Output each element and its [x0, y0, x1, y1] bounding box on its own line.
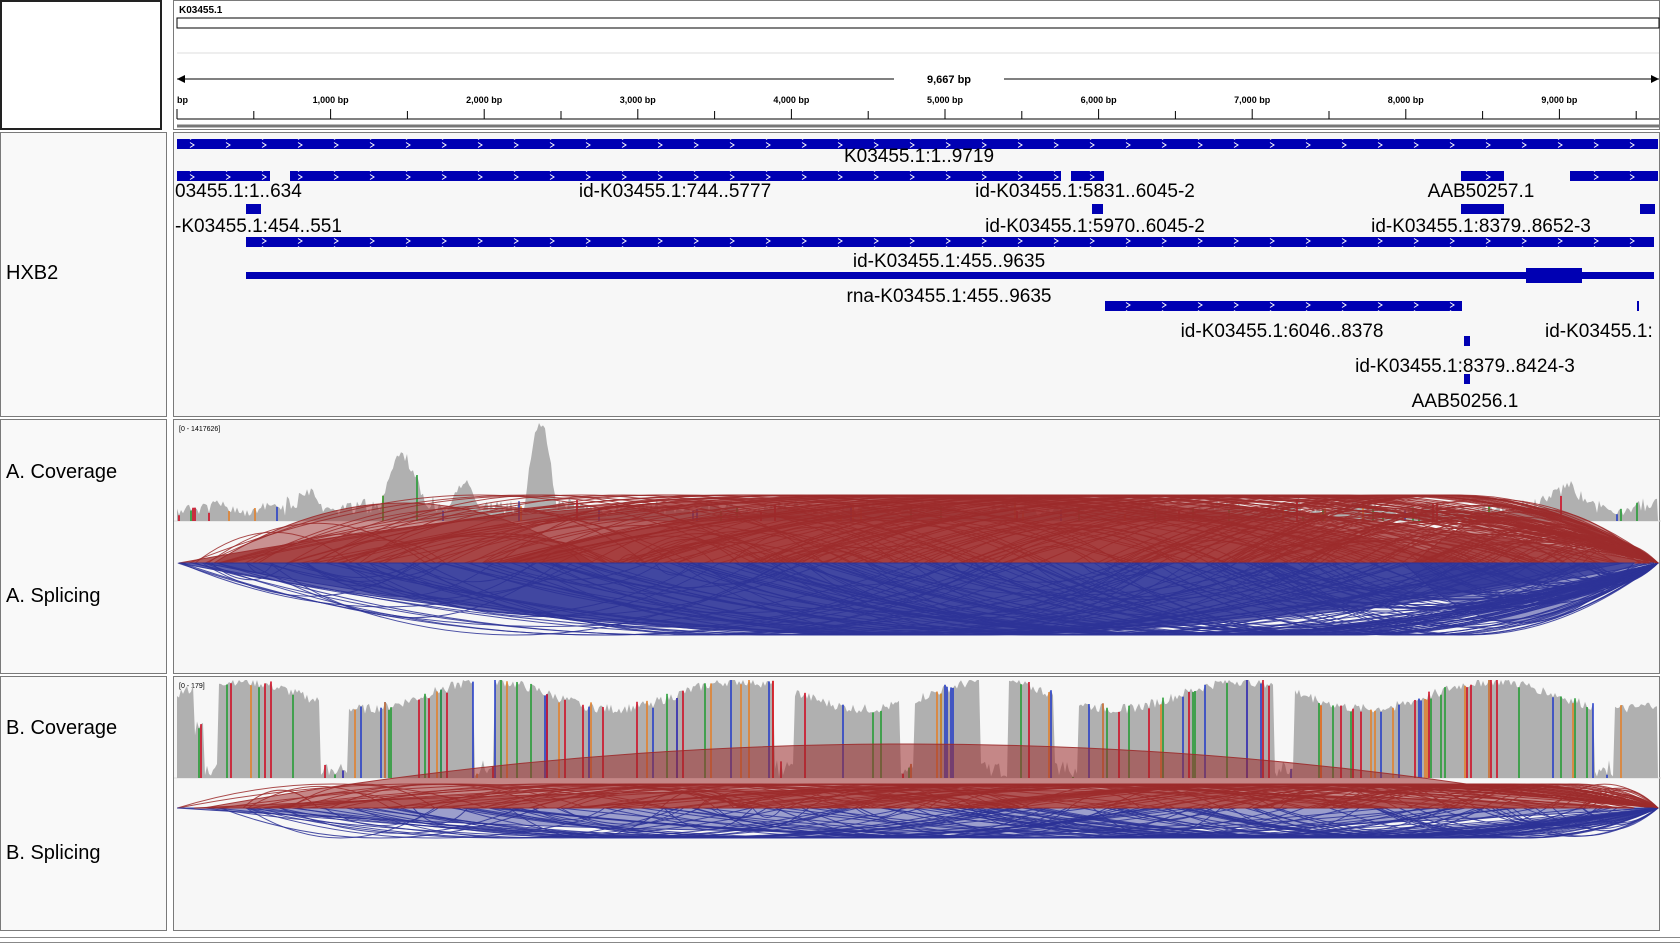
ruler-tick-label: 8,000 bp — [1388, 95, 1425, 105]
junction-arc-fill — [1412, 507, 1651, 564]
feature-label: id-K03455.1:8379..8424-3 — [1355, 356, 1575, 377]
sample-b-name-panel[interactable] — [0, 676, 167, 931]
junction-arc — [1123, 807, 1484, 839]
sample-a-panel[interactable]: [0 - 1417626] — [173, 419, 1661, 674]
feature-group — [177, 139, 1658, 384]
junction-arc — [1218, 807, 1659, 839]
strand-arrows — [1071, 171, 1104, 181]
feature-label: id-K03455.1:744..5777 — [579, 181, 771, 202]
feature-label: K03455.1:1..9719 — [844, 146, 994, 167]
junction-arc-fill — [493, 496, 1475, 564]
junction-arc-fill — [1402, 562, 1636, 624]
junction-arc — [1434, 807, 1659, 829]
ruler-tick-label: 5,000 bp — [927, 95, 964, 105]
strand-arrows — [1105, 301, 1462, 311]
feature-bar — [1092, 204, 1103, 214]
junction-arc — [353, 807, 908, 839]
feature-label: rna-K03455.1:455..9635 — [847, 286, 1052, 307]
annotation-panel[interactable]: K03455.1:1..9719 03455.1:1..634 id-K0345… — [173, 132, 1660, 417]
feature-label: AAB50256.1 — [1412, 391, 1519, 412]
feature-bar — [1461, 204, 1504, 214]
junction-arc — [246, 807, 627, 839]
feature-label: -K03455.1:454..551 — [175, 216, 342, 237]
feature-label: id-K03455.1:455..9635 — [853, 251, 1045, 272]
junction-arc — [508, 807, 665, 839]
feature-label: id-K03455.1:5831..6045-2 — [975, 181, 1195, 202]
track-name-a-coverage[interactable]: A. Coverage — [6, 461, 118, 483]
strand-arrows — [1461, 171, 1504, 181]
junction-arc-fill — [212, 502, 596, 564]
chromosome-name: K03455.1 — [179, 5, 223, 16]
strand-arrows — [1570, 171, 1658, 181]
junction-arc — [1415, 807, 1659, 836]
feature-label: id-K03455.1:5970..6045-2 — [985, 216, 1205, 237]
junction-arcs — [177, 494, 1659, 636]
bottom-divider — [0, 937, 1680, 943]
junction-arc — [246, 807, 752, 839]
sample-a-name-panel[interactable] — [0, 419, 167, 674]
junction-arc — [752, 807, 783, 818]
feature-label: id-K03455.1:6046..8378 — [1181, 321, 1384, 342]
junction-arc-fill — [176, 807, 1655, 833]
annotation-name-panel[interactable] — [0, 132, 167, 417]
strand-arrows — [177, 171, 270, 181]
ruler-tick-label: 3,000 bp — [620, 95, 657, 105]
data-range: [0 - 1417626] — [179, 426, 220, 433]
ruler-tick-label: bp — [177, 95, 188, 105]
junction-arc — [1523, 807, 1659, 823]
span-arrow-right — [1651, 75, 1659, 83]
feature-bar — [1637, 301, 1639, 311]
junction-arc — [1042, 807, 1659, 839]
data-range: [0 - 179] — [179, 683, 205, 690]
junction-arc — [1534, 807, 1659, 830]
ruler-tick-label: 9,000 bp — [1541, 95, 1578, 105]
name-header-box — [0, 0, 162, 130]
feature-bar — [1526, 268, 1582, 283]
feature-bar — [246, 204, 261, 214]
ruler-tick-label: 6,000 bp — [1081, 95, 1118, 105]
junction-arc — [710, 807, 767, 819]
junction-arc — [220, 807, 540, 839]
ruler-tick-label: 4,000 bp — [773, 95, 810, 105]
junction-arc — [556, 807, 701, 825]
span-label: 9,667 bp — [927, 74, 971, 86]
junction-arc — [663, 807, 753, 830]
chromosome-ideogram — [176, 17, 1660, 29]
track-name-hxb2[interactable]: HXB2 — [6, 262, 59, 284]
feature-label: id-K03455.1: — [1545, 321, 1653, 342]
feature-bar — [1464, 374, 1470, 384]
junction-arc — [882, 807, 1659, 839]
strand-arrows — [290, 171, 1061, 181]
feature-bar — [246, 272, 1654, 279]
ruler-panel[interactable]: K03455.1 9,667 bp bp 1,000 bp 2,000 bp 3,00… — [173, 0, 1660, 130]
ruler-tick-label: 1,000 bp — [313, 95, 350, 105]
junction-arc — [324, 807, 439, 827]
feature-bar — [1640, 204, 1655, 214]
strand-arrows — [246, 237, 1654, 247]
ruler-ticks: bp 1,000 bp 2,000 bp 3,000 bp 4,000 bp 5,000 … — [176, 95, 1637, 119]
strand-arrows — [177, 139, 1658, 149]
track-name-b-splicing[interactable]: B. Splicing — [6, 842, 101, 864]
annotation-track: K03455.1:1..9719 03455.1:1..634 id-K0345… — [175, 139, 1658, 412]
feature-label: 03455.1:1..634 — [175, 181, 302, 202]
track-name-a-splicing[interactable]: A. Splicing — [6, 585, 101, 607]
span-arrow-left — [177, 75, 185, 83]
junction-arc-fill — [203, 743, 1615, 809]
junction-arc — [517, 807, 1015, 839]
ruler-tick-label: 7,000 bp — [1234, 95, 1271, 105]
feature-label: id-K03455.1:8379..8652-3 — [1371, 216, 1591, 237]
junction-arc — [279, 807, 520, 834]
junction-arc — [319, 807, 1044, 839]
ruler: K03455.1 9,667 bp bp 1,000 bp 2,000 bp 3,00… — [176, 5, 1660, 128]
feature-label: AAB50257.1 — [1428, 181, 1535, 202]
junction-arcs — [176, 743, 1659, 839]
track-name-b-coverage[interactable]: B. Coverage — [6, 717, 118, 739]
ruler-tick-label: 2,000 bp — [466, 95, 503, 105]
sample-b-tracks: [0 - 179] — [174, 680, 1661, 839]
feature-bar — [1464, 336, 1470, 346]
junction-arc-fill — [193, 789, 1635, 809]
sample-a-tracks: [0 - 1417626] — [174, 423, 1661, 636]
sample-b-panel[interactable]: [0 - 179] — [173, 676, 1661, 931]
